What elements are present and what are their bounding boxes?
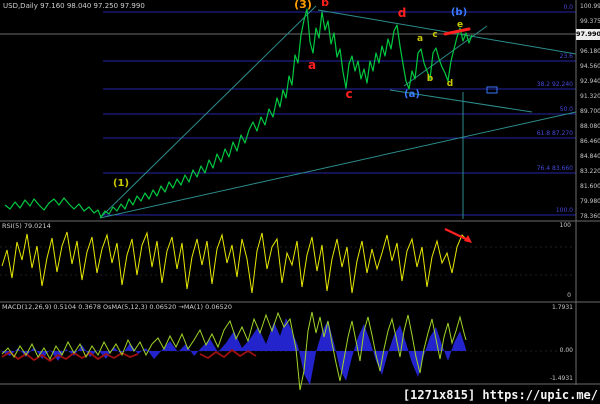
trendline (403, 25, 488, 87)
trendline (317, 9, 577, 55)
macd-signal-series (1, 311, 467, 391)
red-trend-marker (443, 27, 471, 36)
trendline (99, 5, 317, 219)
trendline (389, 89, 533, 113)
macd-red-series (1, 350, 139, 363)
macd-red-series (199, 348, 257, 360)
selection-box (486, 86, 498, 94)
trendline (99, 111, 577, 219)
macd-filled-area (2, 318, 466, 385)
rsi-line-series (1, 231, 469, 294)
price-line-series (4, 8, 473, 218)
rsi-red-arrowhead (464, 235, 472, 243)
